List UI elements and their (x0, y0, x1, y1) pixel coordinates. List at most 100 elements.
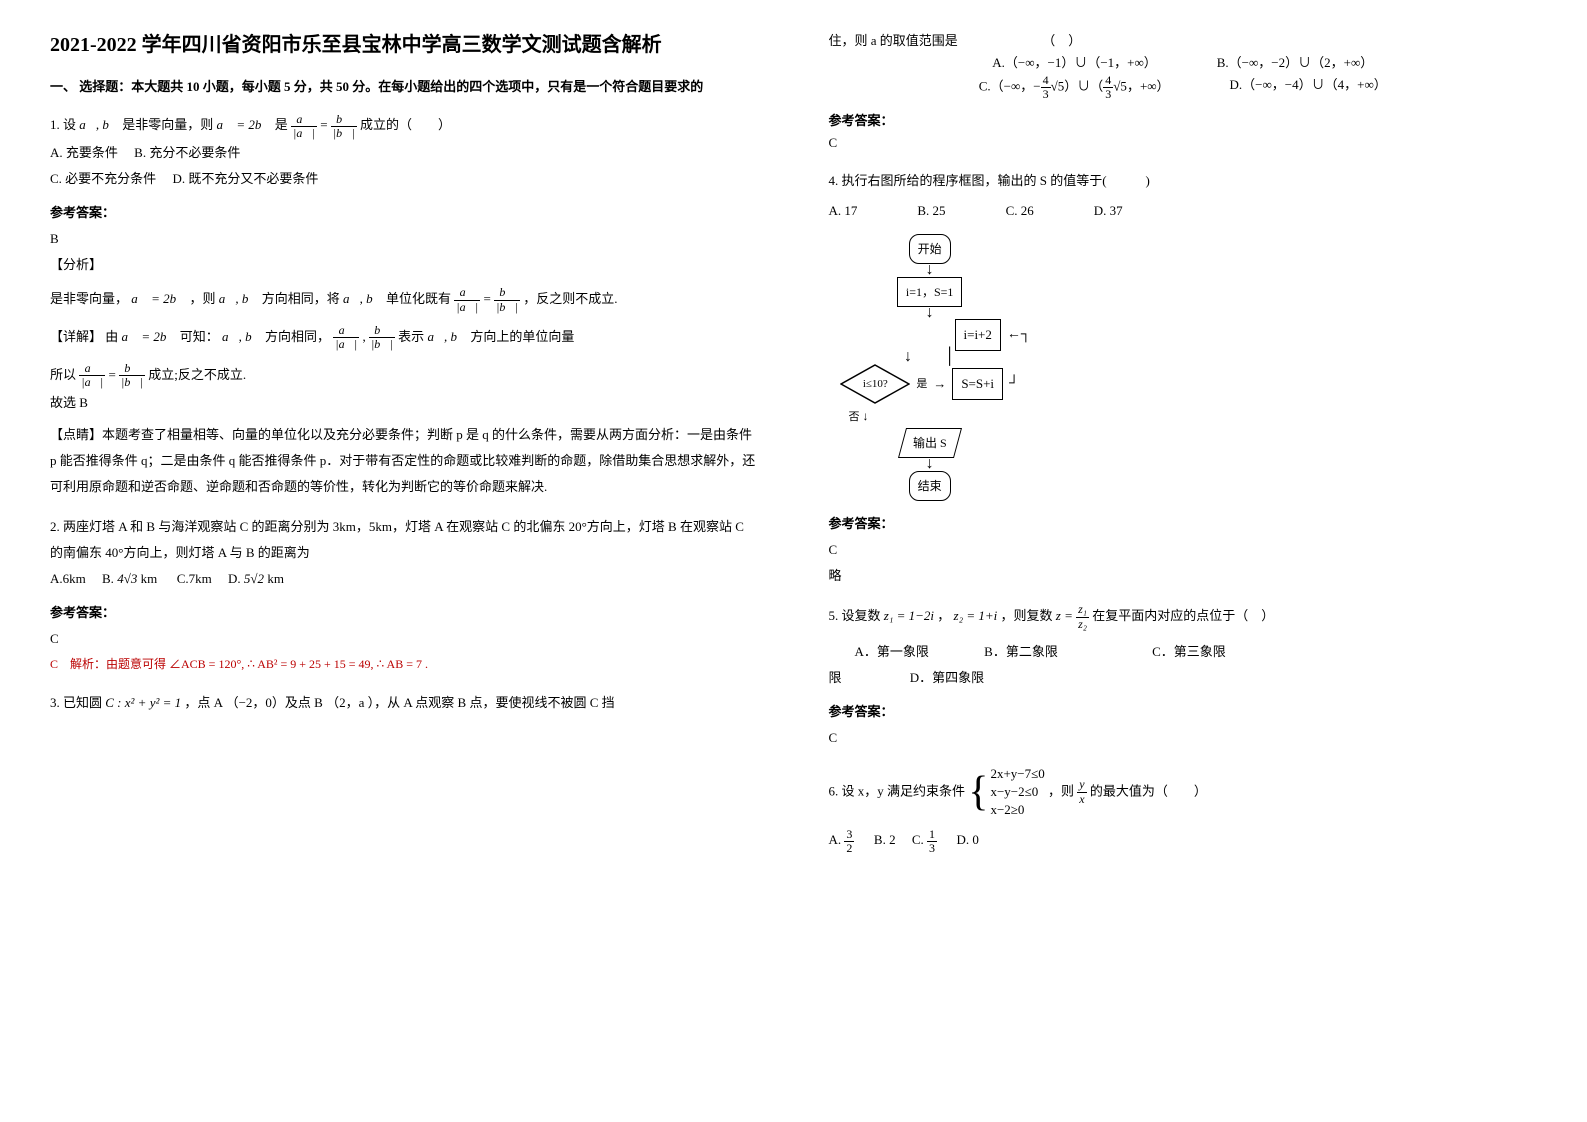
fc-init: i=1，S=1 (897, 277, 963, 307)
question-5: 5. 设复数 z₁ = 1−2i ， z₂ = 1+i ，则复数 z = z₁z… (829, 603, 1538, 751)
fc-out-text: 输出 S (913, 431, 947, 455)
q5-ans-label: 参考答案： (829, 699, 1538, 725)
q5-opts: A．第一象限 B．第二象限 C．第三象限 (829, 639, 1538, 665)
spacer (50, 278, 759, 286)
q4-ans: C (829, 537, 1538, 563)
q1-d1-unit: a⃗|a⃗| , b⃗|b⃗| (333, 324, 395, 352)
q3-s1: √5 (1051, 79, 1065, 94)
q3-s2: √5 (1113, 79, 1127, 94)
q5-zeq-d: z₂ (1076, 618, 1089, 631)
q3-fd1: 3 (1041, 88, 1051, 101)
q1-l1e: ，反之则不成立. (523, 291, 617, 306)
q2-optB-suf: km (137, 571, 157, 586)
right-column: 住，则 a 的取值范围是 （ ） A.（−∞，−1）∪（−1，+∞） B.（−∞… (829, 30, 1538, 855)
q3-fd2: 3 (1103, 88, 1113, 101)
q1-stem-post: 成立的（ ） (360, 117, 451, 132)
q2-stem: 2. 两座灯塔 A 和 B 与海洋观察站 C 的距离分别为 3km，5km，灯塔… (50, 514, 759, 566)
q6-c3: x−2≥0 (990, 801, 1044, 819)
q4-optD: D. 37 (1094, 198, 1123, 224)
question-4: 4. 执行右图所给的程序框图，输出的 S 的值等于( ) A. 17 B. 25… (829, 168, 1538, 589)
q6-c: 的最大值为（ ） (1090, 783, 1207, 798)
fc-step1: i=i+2 (955, 319, 1001, 351)
q5-z1: z₁ = 1−2i (884, 608, 934, 623)
q3-a: 3. 已知圆 (50, 695, 105, 710)
fc-yes: 是 (916, 373, 927, 395)
q5-a: 5. 设复数 (829, 608, 884, 623)
q2-optB-val: 4√3 (117, 571, 137, 586)
q3-optD: D.（−∞，−4）∪（4，+∞） (1230, 74, 1387, 101)
q2-optD-pre: D. (228, 571, 244, 586)
q1-optC: C. 必要不充分条件 (50, 171, 156, 186)
q6-yx-n: y (1077, 778, 1086, 792)
q3-opts-row1: A.（−∞，−1）∪（−1，+∞） B.（−∞，−2）∪（2，+∞） (829, 52, 1538, 74)
q1-dj-label: 【点睛】 (50, 427, 102, 442)
q5-ans: C (829, 725, 1538, 751)
q1-dianjing: 【点睛】本题考查了相量相等、向量的单位化以及充分必要条件；判断 p 是 q 的什… (50, 422, 759, 500)
question-3-cont: 住，则 a 的取值范围是 （ ） A.（−∞，−1）∪（−1，+∞） B.（−∞… (829, 30, 1538, 154)
q6-b: ，则 (1048, 783, 1077, 798)
q5-opts2: 限 D．第四象限 (829, 665, 1538, 691)
q6-yx-d: x (1077, 793, 1086, 806)
q1-optD: D. 既不充分又不必要条件 (172, 171, 318, 186)
q2-options: A.6km B. 4√3 km C.7km D. 5√2 km (50, 566, 759, 592)
q3-optB: B.（−∞，−2）∪（2，+∞） (1217, 52, 1373, 74)
q1-options-row1: A. 充要条件 B. 充分不必要条件 (50, 140, 759, 166)
fc-no: 否 (849, 411, 860, 423)
q6-opts: A. 32 B. 2 C. 13 D. 0 (829, 827, 1538, 855)
q3-circ: C : x² + y² = 1 (105, 695, 181, 710)
q3-optA: A.（−∞，−1）∪（−1，+∞） (992, 52, 1157, 74)
q2-optC: C.7km (177, 571, 212, 586)
q2-explain: C 解析：由题意可得 ∠ACB = 120°, ∴ AB² = 9 + 25 +… (50, 652, 759, 676)
q3-ans: C (829, 132, 1538, 154)
q6-optC: C. 13 (912, 832, 940, 847)
fc-row-step1: i=i+2 ←┐ (829, 319, 1031, 351)
page: 2021-2022 学年四川省资阳市乐至县宝林中学高三数学文测试题含解析 一、 … (50, 30, 1537, 855)
q6-oA-n: 3 (844, 828, 854, 842)
q6-optD: D. 0 (957, 832, 979, 847)
q6-oA-d: 2 (844, 842, 854, 855)
q3-opts-row2: C.（−∞，−43√5）∪（43√5，+∞） D.（−∞，−4）∪（4，+∞） (829, 74, 1538, 101)
q1-optA: A. 充要条件 (50, 145, 118, 160)
q1-d1c: 方向相同， (265, 329, 330, 344)
q2-optD: D. 5√2 km (228, 571, 284, 586)
q2-ans: C (50, 626, 759, 652)
q4-optA: A. 17 (829, 198, 858, 224)
q5-zeq-n: z₁ (1076, 603, 1089, 617)
q5-optB: B．第二象限 (984, 644, 1058, 659)
q1-d1d: 表示 (398, 329, 427, 344)
q1-dj: 本题考查了相量相等、向量的单位化以及充分必要条件；判断 p 是 q 的什么条件，… (50, 427, 755, 494)
q3-optC-suf: ，+∞） (1127, 79, 1170, 94)
q1-stem-pre: 1. 设 (50, 117, 76, 132)
flowchart: 开始 ↓ i=1，S=1 ↓ i=i+2 ←┐ ↓ │ i≤10? (829, 234, 1538, 501)
fc-end: 结束 (909, 471, 951, 501)
q6-oC-d: 3 (927, 842, 937, 855)
fc-no-row: 否 ↓ (829, 404, 1031, 428)
q1-options-row2: C. 必要不充分条件 D. 既不充分又不必要条件 (50, 166, 759, 192)
q2-optB-pre: B. (102, 571, 117, 586)
q1-l1-unit: a⃗|a⃗| = b⃗|b⃗| (454, 286, 520, 314)
fc-arrow-2: ↓ (829, 307, 1031, 320)
q1-optB: B. 充分不必要条件 (134, 145, 240, 160)
q1-so: 所以 a⃗|a⃗| = b⃗|b⃗| 成立;反之不成立. (50, 362, 759, 390)
q1-l1-eq: a⃗ = 2b⃗ (131, 291, 189, 306)
q6-optA: A. 32 (829, 832, 858, 847)
q6-optC-pre: C. (912, 832, 927, 847)
q3-optC: C.（−∞，−43√5）∪（43√5，+∞） (979, 74, 1170, 101)
q2-optD-suf: km (264, 571, 284, 586)
q1-l1b: ，则 (190, 291, 219, 306)
q5-optA: A．第一象限 (855, 644, 929, 659)
q1-d1-eq: a⃗ = 2b⃗ (122, 329, 180, 344)
fc-arrow-1: ↓ (829, 264, 1031, 277)
q4-lue: 略 (829, 563, 1538, 589)
q1-l1-ab2: a⃗, b⃗ (343, 291, 386, 306)
q3-b: ，点 A （−2，0）及点 B （2，a ），从 A 点观察 B 点，要使视线不… (184, 695, 614, 710)
q2-optD-val: 5√2 (244, 571, 264, 586)
q4-optC: C. 26 (1006, 198, 1034, 224)
q1-ans-label: 参考答案： (50, 200, 759, 226)
q5-optC: C．第三象限 (1152, 644, 1226, 659)
section-1-heading: 一、 选择题：本大题共 10 小题，每小题 5 分，共 50 分。在每小题给出的… (50, 76, 759, 98)
q1-line1: 是非零向量， a⃗ = 2b⃗ ，则 a⃗, b⃗ 方向相同，将 a⃗, b⃗ … (50, 286, 759, 314)
fc-out: 输出 S (898, 428, 962, 458)
fc-cond: i≤10? (840, 364, 910, 404)
q6-cases: { 2x+y−7≤0 x−y−2≤0 x−2≥0 (968, 765, 1044, 820)
